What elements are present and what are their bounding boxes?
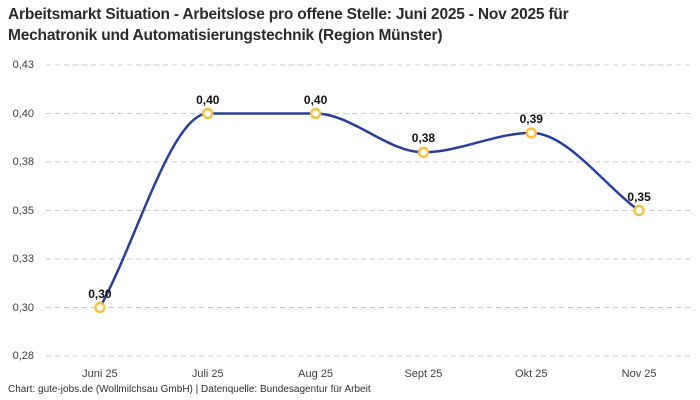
data-point-marker: [633, 204, 645, 217]
y-axis-tick-label: 0,30: [12, 301, 34, 314]
y-axis-tick-label: 0,33: [12, 253, 34, 265]
data-point-label: 0,35: [627, 189, 651, 204]
data-point-marker: [94, 301, 106, 314]
data-point-label: 0,39: [519, 111, 543, 126]
chart-title-line1: Arbeitsmarkt Situation - Arbeitslose pro…: [8, 6, 569, 23]
x-axis-tick-label: Sept 25: [404, 368, 443, 380]
y-axis-tick-label: 0,40: [12, 107, 34, 120]
data-point-label: 0,40: [196, 92, 220, 107]
source-note: Chart: gute-jobs.de (Wollmilchsau GmbH) …: [8, 384, 371, 395]
data-point-marker: [417, 146, 430, 159]
x-axis-tick-label: Nov 25: [621, 368, 657, 380]
data-point-marker: [202, 107, 214, 120]
y-axis-tick-label: 0,38: [12, 156, 34, 168]
y-axis-tick-label: 0,35: [12, 204, 34, 217]
trend-line: [98, 112, 641, 309]
chart-title-line2: Mechatronik und Automatisierungstechnik …: [8, 27, 443, 44]
data-point-label: 0,40: [303, 92, 328, 107]
x-axis-tick-label: Juli 25: [191, 368, 224, 380]
data-point-marker: [309, 107, 322, 120]
data-point-label: 0,38: [411, 131, 436, 146]
x-axis-tick-label: Aug 25: [298, 368, 334, 380]
x-axis-tick-label: Okt 25: [515, 368, 548, 380]
data-point-label: 0,30: [88, 286, 112, 301]
data-point-marker: [525, 127, 537, 139]
y-axis-tick-label: 0,28: [12, 350, 34, 362]
y-axis-tick-label: 0,43: [12, 59, 34, 71]
x-axis-tick-label: Juni 25: [82, 368, 118, 380]
chart-title: Arbeitsmarkt Situation - Arbeitslose pro…: [8, 4, 694, 46]
